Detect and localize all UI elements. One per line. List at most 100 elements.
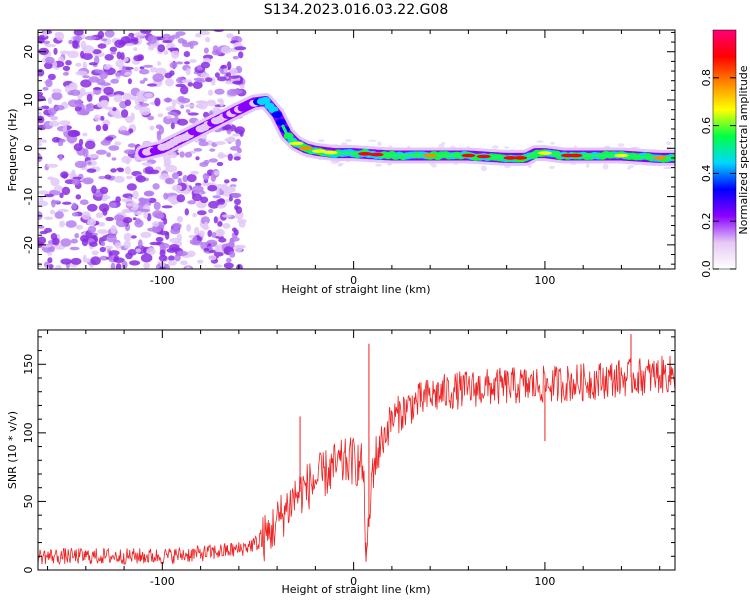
noise-blob — [42, 86, 49, 91]
noise-blob — [213, 30, 224, 33]
noise-blob — [93, 114, 101, 122]
noise-blob — [88, 76, 100, 83]
noise-blob — [161, 205, 173, 209]
noise-blob — [59, 120, 71, 126]
noise-blob — [97, 30, 105, 39]
noise-blob — [70, 257, 82, 265]
noise-blob — [184, 61, 190, 65]
noise-blob — [550, 141, 556, 145]
noise-blob — [234, 198, 241, 205]
noise-blob — [88, 62, 98, 66]
noise-blob — [39, 230, 48, 235]
noise-blob — [215, 187, 220, 196]
noise-blob — [159, 249, 166, 257]
noise-blob — [77, 110, 89, 116]
noise-blob — [208, 255, 217, 261]
noise-blob — [127, 249, 137, 256]
noise-blob — [101, 38, 108, 42]
noise-blob — [50, 177, 60, 187]
noise-blob — [184, 104, 195, 108]
noise-blob — [171, 184, 183, 192]
noise-blob — [221, 185, 229, 192]
noise-blob — [187, 82, 194, 87]
noise-blob — [180, 85, 189, 95]
noise-blob — [200, 196, 209, 204]
noise-blob — [167, 260, 177, 266]
noise-blob — [168, 244, 180, 251]
ridge-hotspot — [289, 141, 304, 146]
noise-blob — [55, 264, 62, 269]
noise-blob — [75, 224, 84, 230]
noise-blob — [171, 99, 176, 108]
noise-blob — [69, 246, 80, 251]
noise-blob — [82, 148, 89, 158]
noise-blob — [62, 201, 72, 205]
noise-blob — [230, 177, 238, 182]
noise-blob — [227, 136, 236, 142]
noise-blob — [38, 95, 46, 102]
noise-blob — [239, 84, 245, 89]
noise-blob — [39, 196, 44, 203]
noise-blob — [110, 168, 117, 173]
noise-blob — [38, 91, 43, 97]
ridge-core — [272, 111, 283, 119]
noise-blob — [38, 225, 45, 229]
noise-blob — [205, 77, 213, 83]
noise-blob — [202, 173, 210, 181]
noise-blob — [104, 106, 113, 110]
noise-blob — [203, 221, 209, 230]
noise-blob — [217, 98, 224, 103]
noise-blob — [208, 89, 213, 96]
noise-blob — [155, 213, 164, 219]
noise-blob — [217, 198, 226, 205]
noise-blob — [99, 82, 112, 86]
noise-blob — [504, 146, 510, 149]
noise-blob — [368, 139, 377, 142]
noise-blob — [208, 200, 220, 209]
noise-blob — [184, 208, 189, 216]
noise-blob — [197, 259, 204, 264]
colorbar-tick-label: 0.4 — [700, 165, 713, 183]
noise-blob — [51, 91, 63, 101]
noise-blob — [197, 210, 207, 216]
noise-blob — [233, 156, 241, 161]
noise-blob — [104, 245, 114, 250]
noise-blob — [186, 174, 197, 183]
noise-blob — [185, 67, 191, 76]
spectrogram-x-axis-label: Height of straight line (km) — [281, 283, 430, 296]
noise-blob — [182, 175, 189, 183]
noise-blob — [228, 75, 240, 79]
noise-blob — [65, 60, 72, 66]
noise-blob — [44, 193, 55, 198]
noise-blob — [61, 186, 71, 196]
noise-blob — [110, 78, 119, 84]
noise-blob — [377, 141, 382, 146]
noise-blob — [216, 229, 224, 237]
noise-blob — [143, 77, 148, 82]
noise-blob — [139, 103, 150, 107]
noise-blob — [185, 109, 191, 114]
noise-blob — [108, 250, 120, 256]
noise-blob — [82, 52, 93, 61]
noise-blob — [167, 111, 177, 116]
noise-blob — [586, 163, 590, 168]
noise-blob — [109, 46, 118, 53]
noise-blob — [104, 174, 112, 180]
noise-blob — [95, 212, 104, 219]
noise-blob — [101, 197, 108, 202]
noise-blob — [602, 163, 609, 170]
noise-blob — [338, 162, 344, 166]
noise-blob — [38, 142, 43, 147]
noise-blob — [152, 73, 164, 82]
noise-blob — [195, 100, 208, 104]
noise-blob — [226, 257, 232, 263]
noise-blob — [130, 112, 135, 121]
noise-blob — [163, 97, 173, 103]
noise-blob — [55, 31, 65, 41]
ridge-hotspot — [476, 154, 491, 159]
noise-blob — [236, 264, 243, 269]
noise-blob — [172, 222, 182, 229]
noise-blob — [152, 183, 160, 190]
noise-blob — [44, 261, 50, 268]
noise-blob — [110, 225, 117, 234]
